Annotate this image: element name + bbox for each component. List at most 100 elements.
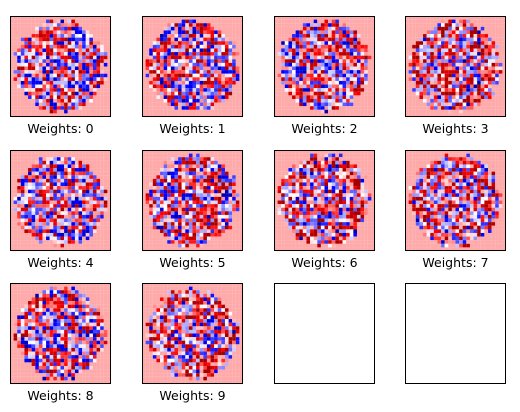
heatmap-cell <box>360 106 365 110</box>
heatmap-cell <box>185 95 189 100</box>
heatmap-cell <box>295 182 300 187</box>
heatmap-cell <box>302 16 307 20</box>
heatmap-cell <box>49 37 54 42</box>
heatmap-cell <box>28 98 32 103</box>
heatmap-cell <box>196 34 200 38</box>
heatmap-cell <box>188 98 193 103</box>
heatmap-cell <box>284 157 289 161</box>
heatmap-cell <box>10 95 14 100</box>
heatmap-cell <box>292 88 296 92</box>
heatmap-cell <box>342 102 347 107</box>
heatmap-cell <box>284 48 289 53</box>
heatmap-cell <box>107 37 112 42</box>
heatmap-cell <box>477 98 481 103</box>
heatmap-cell <box>466 91 470 96</box>
heatmap-cell <box>20 44 25 49</box>
heatmap-cell <box>78 160 83 165</box>
heatmap-cell <box>459 102 463 107</box>
heatmap-cell <box>487 62 492 67</box>
heatmap-cell <box>156 19 161 24</box>
heatmap-cell <box>38 240 43 244</box>
heatmap-cell <box>360 62 365 67</box>
heatmap-cell <box>284 70 289 74</box>
heatmap-cell <box>405 48 409 53</box>
heatmap-cell <box>53 26 57 31</box>
heatmap-cell <box>28 193 32 197</box>
heatmap-cell <box>441 109 445 114</box>
heatmap-cell <box>74 240 79 244</box>
heatmap-cell <box>199 193 204 197</box>
heatmap-cell <box>203 16 207 20</box>
heatmap-cell <box>31 207 36 212</box>
heatmap-cell <box>313 44 318 49</box>
heatmap-cell <box>10 66 14 71</box>
heatmap-cell <box>56 218 61 223</box>
heatmap-cell <box>156 200 161 205</box>
heatmap-cell <box>89 41 94 45</box>
heatmap-cell <box>455 62 460 67</box>
heatmap-cell <box>221 41 226 45</box>
heatmap-cell <box>74 168 79 172</box>
heatmap-cell <box>24 243 29 248</box>
heatmap-cell <box>170 41 175 45</box>
heatmap-cell <box>217 62 222 67</box>
heatmap-cell <box>78 222 83 226</box>
heatmap-cell <box>444 80 449 85</box>
heatmap-cell <box>462 77 467 81</box>
heatmap-cell <box>281 23 285 27</box>
heatmap-cell <box>56 66 61 71</box>
heatmap-cell <box>491 88 496 92</box>
heatmap-cell <box>469 91 474 96</box>
heatmap-cell <box>324 19 329 24</box>
heatmap-cell <box>89 88 94 92</box>
heatmap-cell <box>31 160 36 165</box>
heatmap-cell <box>10 225 14 230</box>
heatmap-cell <box>17 193 21 197</box>
heatmap-cell <box>103 44 108 49</box>
heatmap-cell <box>92 62 97 67</box>
heatmap-cell <box>20 232 25 237</box>
heatmap-cell <box>203 150 207 154</box>
heatmap-cell <box>317 59 321 63</box>
heatmap-cell <box>232 88 236 92</box>
heatmap-cell <box>232 91 236 96</box>
heatmap-cell <box>35 189 39 194</box>
heatmap-cell <box>199 73 204 78</box>
heatmap-cell <box>232 98 236 103</box>
heatmap-cell <box>92 232 97 237</box>
heatmap-cell <box>10 26 14 31</box>
heatmap-cell <box>152 102 157 107</box>
heatmap-cell <box>221 44 226 49</box>
heatmap-cell <box>221 55 226 60</box>
heatmap-cell <box>217 16 222 20</box>
heatmap-cell <box>31 70 36 74</box>
heatmap-cell <box>188 196 193 201</box>
heatmap-cell <box>170 204 175 208</box>
heatmap-cell <box>35 73 39 78</box>
heatmap-cell <box>210 66 215 71</box>
heatmap-cell <box>441 16 445 20</box>
heatmap-cell <box>444 91 449 96</box>
heatmap-cell <box>426 19 431 24</box>
heatmap-cell <box>10 171 14 176</box>
heatmap-cell <box>317 23 321 27</box>
heatmap-cell <box>174 175 179 179</box>
heatmap-cell <box>480 84 485 89</box>
heatmap-cell <box>156 37 161 42</box>
heatmap-cell <box>174 204 179 208</box>
heatmap-cell <box>210 73 215 78</box>
heatmap-cell <box>338 95 343 100</box>
heatmap-cell <box>160 204 164 208</box>
heatmap-cell <box>239 178 244 183</box>
heatmap-cell <box>149 102 153 107</box>
heatmap-cell <box>477 59 481 63</box>
heatmap-cell <box>38 55 43 60</box>
heatmap-cell <box>160 34 164 38</box>
heatmap-cell <box>196 91 200 96</box>
heatmap-cell <box>430 84 434 89</box>
heatmap-cell <box>426 37 431 42</box>
heatmap-cell <box>181 196 186 201</box>
heatmap-cell <box>56 186 61 190</box>
heatmap-cell <box>217 229 222 234</box>
heatmap-cell <box>170 178 175 183</box>
